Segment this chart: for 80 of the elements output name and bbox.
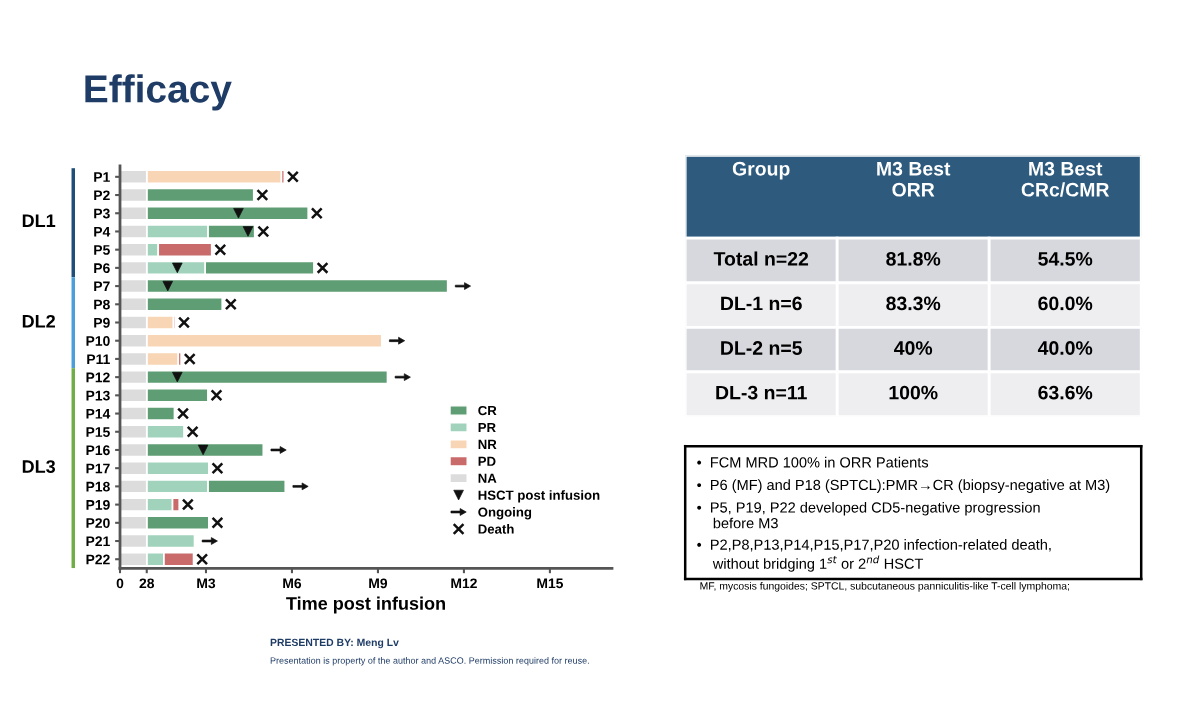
text: DL1 — [22, 214, 56, 227]
x-tick-label: M6 — [283, 578, 302, 589]
y-tick-label: P17 — [86, 463, 110, 474]
text: • P2,P8,P13,P14,P15,P17,P20 infection-related death, without bridging 1$^{st}$ or 2$^{nd}$ HSCT — [697, 539, 1051, 572]
text: DL3 — [22, 460, 56, 473]
category-label: M3 Best CRc/CMR — [1021, 161, 1110, 197]
legend-label: NA — [478, 473, 497, 483]
text: 63.6% — [1038, 385, 1093, 400]
category-label: M3 Best ORR — [877, 161, 951, 197]
category-label: DL-2 n=5 — [721, 341, 802, 355]
x-tick-label: 0 — [116, 578, 124, 589]
point — [196, 553, 209, 566]
text: MF, mycosis fungoides; SPTCL, subcutaneous panniculitis-like T-cell lymphoma; — [700, 581, 1069, 592]
point — [211, 516, 224, 529]
point — [224, 298, 237, 311]
y-tick-label: P18 — [86, 481, 110, 492]
category-label: DL-3 n=11 — [716, 385, 807, 400]
legend-label: CR — [478, 405, 497, 416]
text: 40.0% — [1037, 341, 1093, 355]
point — [316, 261, 329, 274]
text: 54.5% — [1038, 252, 1093, 266]
y-tick-label: P5 — [94, 245, 110, 255]
x-tick-label: M15 — [537, 578, 564, 589]
text: PRESENTED BY: Meng Lv — [270, 638, 399, 649]
legend-label: PD — [478, 456, 496, 466]
x-tick-label: M12 — [451, 578, 477, 589]
legend-label: NR — [478, 439, 497, 449]
legend-label: Ongoing — [478, 507, 532, 520]
text: 60.0% — [1038, 296, 1093, 311]
y-tick-label: P3 — [94, 208, 110, 219]
x-axis-title: Time post infusion — [286, 596, 445, 614]
y-tick-label: P20 — [86, 518, 110, 528]
y-tick-label: P11 — [87, 354, 110, 364]
category-label: Group — [732, 161, 790, 180]
y-tick-label: P6 — [94, 263, 110, 274]
y-tick-label: P15 — [86, 427, 110, 437]
y-tick-label: P14 — [86, 409, 111, 419]
text: • FCM MRD 100% in ORR Patients — [697, 456, 929, 468]
legend-label: HSCT post infusion — [478, 490, 600, 503]
y-tick-label: P1 — [94, 172, 110, 182]
y-tick-label: P12 — [86, 372, 110, 383]
y-tick-label: P8 — [94, 299, 110, 310]
x-tick-label: 28 — [139, 578, 155, 589]
point — [186, 425, 199, 438]
text: 81.8% — [886, 251, 941, 266]
point — [176, 407, 190, 420]
y-tick-label: P21 — [86, 536, 110, 547]
text: DL2 — [22, 314, 55, 328]
point — [310, 207, 323, 220]
y-tick-label: P7 — [94, 281, 110, 292]
y-tick-label: P19 — [86, 499, 110, 510]
text: 40% — [894, 341, 933, 355]
text: 83.3% — [886, 296, 941, 311]
category-label: DL-1 n=6 — [721, 296, 802, 311]
y-tick-label: P13 — [86, 390, 110, 401]
point — [210, 389, 223, 402]
y-tick-label: P2 — [94, 190, 110, 201]
point — [286, 170, 300, 183]
point — [214, 243, 227, 256]
category-label: Total n=22 — [713, 251, 809, 266]
point — [211, 462, 224, 475]
y-tick-label: P9 — [94, 317, 110, 328]
text: • P5, P19, P22 developed CD5-negative progression before M3 — [697, 501, 1040, 529]
y-tick-label: P22 — [86, 554, 110, 565]
text: • P6 (MF) and P18 (SPTCL):PMR→CR (biopsy-negative at M3) — [697, 479, 1110, 493]
legend-label: Death — [478, 524, 514, 534]
legend-label: PR — [478, 422, 496, 433]
x-tick-label: M3 — [197, 578, 216, 589]
point — [181, 498, 194, 511]
x-tick-label: M9 — [369, 578, 388, 589]
text: 100% — [889, 385, 938, 400]
y-tick-label: P4 — [94, 226, 111, 237]
chart-title: Efficacy — [85, 74, 232, 111]
point — [257, 225, 270, 238]
text: Presentation is property of the author and ASCO. Permission required for reuse. — [270, 657, 589, 666]
point — [183, 352, 196, 366]
y-tick-label: P10 — [86, 336, 110, 346]
y-tick-label: P16 — [86, 445, 110, 456]
point — [256, 188, 269, 202]
point — [177, 316, 191, 329]
